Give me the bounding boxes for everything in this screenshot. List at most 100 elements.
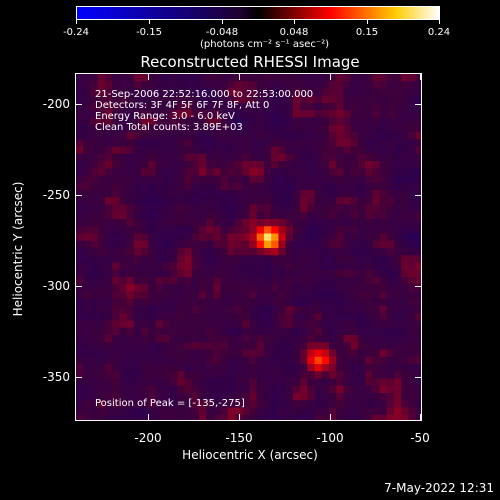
heatmap-cell (329, 277, 337, 285)
heatmap-cell (249, 117, 258, 126)
heatmap-cell (357, 378, 366, 387)
heatmap-cell (263, 313, 272, 321)
heatmap-cell (112, 262, 120, 271)
heatmap-cell (112, 190, 120, 198)
heatmap-cell (177, 204, 185, 213)
heatmap-cell (83, 248, 91, 256)
heatmap-cell (90, 364, 99, 372)
heatmap-cell (126, 291, 135, 300)
heatmap-cell (365, 110, 373, 118)
heatmap-cell (112, 414, 120, 420)
heatmap-cell (83, 197, 91, 205)
heatmap-cell (169, 255, 178, 263)
heatmap-cell (227, 313, 236, 321)
heatmap-cell (365, 327, 373, 336)
heatmap-cell (242, 103, 250, 111)
heatmap-cell (83, 204, 91, 213)
heatmap-cell (148, 153, 157, 162)
heatmap-cell (365, 414, 373, 420)
heatmap-cell (112, 153, 120, 162)
heatmap-cell (336, 81, 344, 89)
heatmap-cell (184, 211, 193, 220)
heatmap-cell (177, 335, 185, 343)
heatmap-cell (104, 168, 113, 176)
heatmap-cell (242, 320, 250, 329)
heatmap-cell (336, 335, 344, 343)
heatmap-cell (83, 139, 91, 147)
heatmap-cell (76, 168, 84, 176)
heatmap-cell (350, 262, 359, 271)
heatmap-cell (169, 233, 178, 242)
heatmap-cell (321, 197, 330, 205)
heatmap-cell (307, 378, 316, 387)
heatmap-cell (141, 211, 149, 220)
heatmap-cell (126, 306, 135, 314)
heatmap-cell (97, 262, 106, 271)
heatmap-cell (307, 284, 316, 292)
heatmap-cell (191, 298, 200, 307)
heatmap-cell (227, 356, 236, 365)
heatmap-cell (155, 349, 164, 358)
heatmap-cell (249, 320, 258, 329)
heatmap-cell (292, 262, 301, 271)
heatmap-cell (271, 124, 279, 133)
heatmap-cell (343, 175, 352, 184)
heatmap-cell (90, 153, 99, 162)
heatmap-cell (148, 342, 157, 350)
heatmap-cell (227, 226, 236, 234)
heatmap-cell (300, 385, 308, 394)
heatmap-cell (300, 313, 308, 321)
heatmap-cell (285, 146, 294, 155)
heatmap-cell (97, 291, 106, 300)
heatmap-cell (83, 371, 91, 379)
heatmap-cell (126, 132, 135, 140)
heatmap-cell (177, 313, 185, 321)
heatmap-cell (169, 378, 178, 387)
heatmap-cell (148, 117, 157, 126)
heatmap-cell (206, 414, 214, 420)
heatmap-cell (184, 277, 193, 285)
heatmap-cell (155, 407, 164, 416)
heatmap-cell (169, 110, 178, 118)
heatmap-cell (133, 248, 142, 256)
heatmap-cell (83, 153, 91, 162)
heatmap-cell (83, 233, 91, 242)
heatmap-cell (133, 364, 142, 372)
heatmap-cell (76, 226, 84, 234)
heatmap-cell (184, 103, 193, 111)
heatmap-cell (191, 175, 200, 184)
heatmap-cell (83, 414, 91, 420)
heatmap-cell (271, 103, 279, 111)
heatmap-cell (184, 298, 193, 307)
heatmap-cell (386, 153, 395, 162)
heatmap-cell (76, 306, 84, 314)
heatmap-cell (263, 81, 272, 89)
heatmap-cell (112, 269, 120, 278)
heatmap-cell (104, 103, 113, 111)
heatmap-cell (184, 313, 193, 321)
heatmap-cell (394, 335, 402, 343)
heatmap-cell (235, 204, 243, 213)
heatmap-cell (155, 356, 164, 365)
heatmap-cell (119, 393, 128, 401)
heatmap-cell (278, 153, 287, 162)
heatmap-cell (249, 103, 258, 111)
heatmap-cell (76, 356, 84, 365)
x-tick-label: -50 (410, 431, 430, 445)
heatmap-cell (300, 95, 308, 104)
heatmap-cell (408, 298, 417, 307)
heatmap-cell (300, 153, 308, 162)
heatmap-cell (386, 146, 395, 155)
heatmap-cell (278, 262, 287, 271)
heatmap-cell (357, 197, 366, 205)
heatmap-cell (300, 182, 308, 191)
heatmap-cell (329, 255, 337, 263)
heatmap-cell (408, 211, 417, 220)
heatmap-cell (213, 103, 222, 111)
heatmap-cell (242, 378, 250, 387)
heatmap-cell (119, 335, 128, 343)
heatmap-cell (321, 364, 330, 372)
heatmap-cell (242, 262, 250, 271)
heatmap-cell (177, 385, 185, 394)
heatmap-cell (263, 393, 272, 401)
